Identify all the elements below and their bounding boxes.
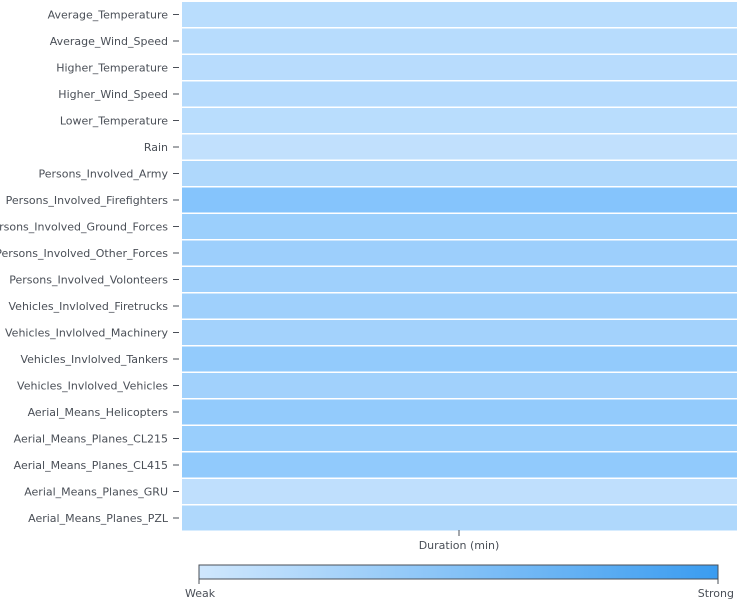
y-axis-label: Persons_Involved_Volonteers bbox=[9, 274, 168, 287]
heatmap-cell bbox=[182, 2, 737, 27]
y-axis-label: Persons_Involved_Army bbox=[38, 168, 168, 181]
heatmap-cell bbox=[182, 161, 737, 186]
y-axis-label: Vehicles_Invlolved_Machinery bbox=[5, 327, 168, 340]
y-axis-label: Aerial_Means_Planes_CL215 bbox=[14, 433, 168, 446]
heatmap-rows: Average_Temperature Average_Wind_Speed Hig… bbox=[0, 2, 737, 531]
x-axis-title: Duration (min) bbox=[419, 539, 500, 552]
y-axis-label: Persons_Involved_Other_Forces bbox=[0, 247, 168, 260]
heatmap-cell bbox=[182, 399, 737, 425]
heatmap-cell bbox=[182, 55, 737, 80]
y-axis-label: Rain bbox=[144, 141, 168, 154]
heatmap-cell bbox=[182, 293, 737, 319]
y-axis-label: Vehicles_Invlolved_Firetrucks bbox=[9, 300, 169, 313]
y-axis-label: Persons_Involved_Firefighters bbox=[6, 194, 169, 207]
legend-gradient-bar bbox=[198, 564, 719, 580]
y-axis-label: Average_Wind_Speed bbox=[50, 35, 168, 48]
x-axis: Duration (min) bbox=[419, 530, 500, 552]
heatmap-cell bbox=[182, 134, 737, 160]
heatmap-cell bbox=[182, 214, 737, 239]
y-axis-label: Aerial_Means_Planes_PZL bbox=[28, 512, 169, 525]
heatmap-cell bbox=[182, 267, 737, 292]
heatmap-cell bbox=[182, 187, 737, 213]
heatmap-cell bbox=[182, 81, 737, 107]
heatmap-cell bbox=[182, 346, 737, 372]
y-axis-label: Higher_Temperature bbox=[56, 62, 168, 75]
legend-high-label: Strong bbox=[698, 587, 734, 600]
heatmap-cell bbox=[182, 28, 737, 54]
heatmap-cell bbox=[182, 108, 737, 133]
y-axis-label: Higher_Wind_Speed bbox=[58, 88, 168, 101]
y-axis-label: Vehicles_Invlolved_Vehicles bbox=[17, 380, 168, 393]
y-axis-label: Aerial_Means_Planes_GRU bbox=[24, 486, 168, 499]
heatmap-cell bbox=[182, 479, 737, 504]
heatmap-cell bbox=[182, 505, 737, 531]
heatmap-cell bbox=[182, 452, 737, 478]
y-axis-label: Vehicles_Invlolved_Tankers bbox=[20, 353, 168, 366]
y-axis-label: Average_Temperature bbox=[48, 9, 169, 22]
y-axis-label: Aerial_Means_Helicopters bbox=[28, 406, 169, 419]
legend-low-label: Weak bbox=[185, 587, 216, 600]
y-axis-label: Aerial_Means_Planes_CL415 bbox=[14, 459, 168, 472]
heatmap-cell bbox=[182, 373, 737, 398]
heatmap-cell bbox=[182, 320, 737, 345]
heatmap-cell bbox=[182, 426, 737, 451]
y-axis-label: Lower_Temperature bbox=[60, 115, 168, 128]
y-axis-label: Persons_Involved_Ground_Forces bbox=[0, 221, 168, 234]
color-legend: Weak Strong bbox=[185, 564, 734, 600]
heatmap-cell bbox=[182, 240, 737, 266]
